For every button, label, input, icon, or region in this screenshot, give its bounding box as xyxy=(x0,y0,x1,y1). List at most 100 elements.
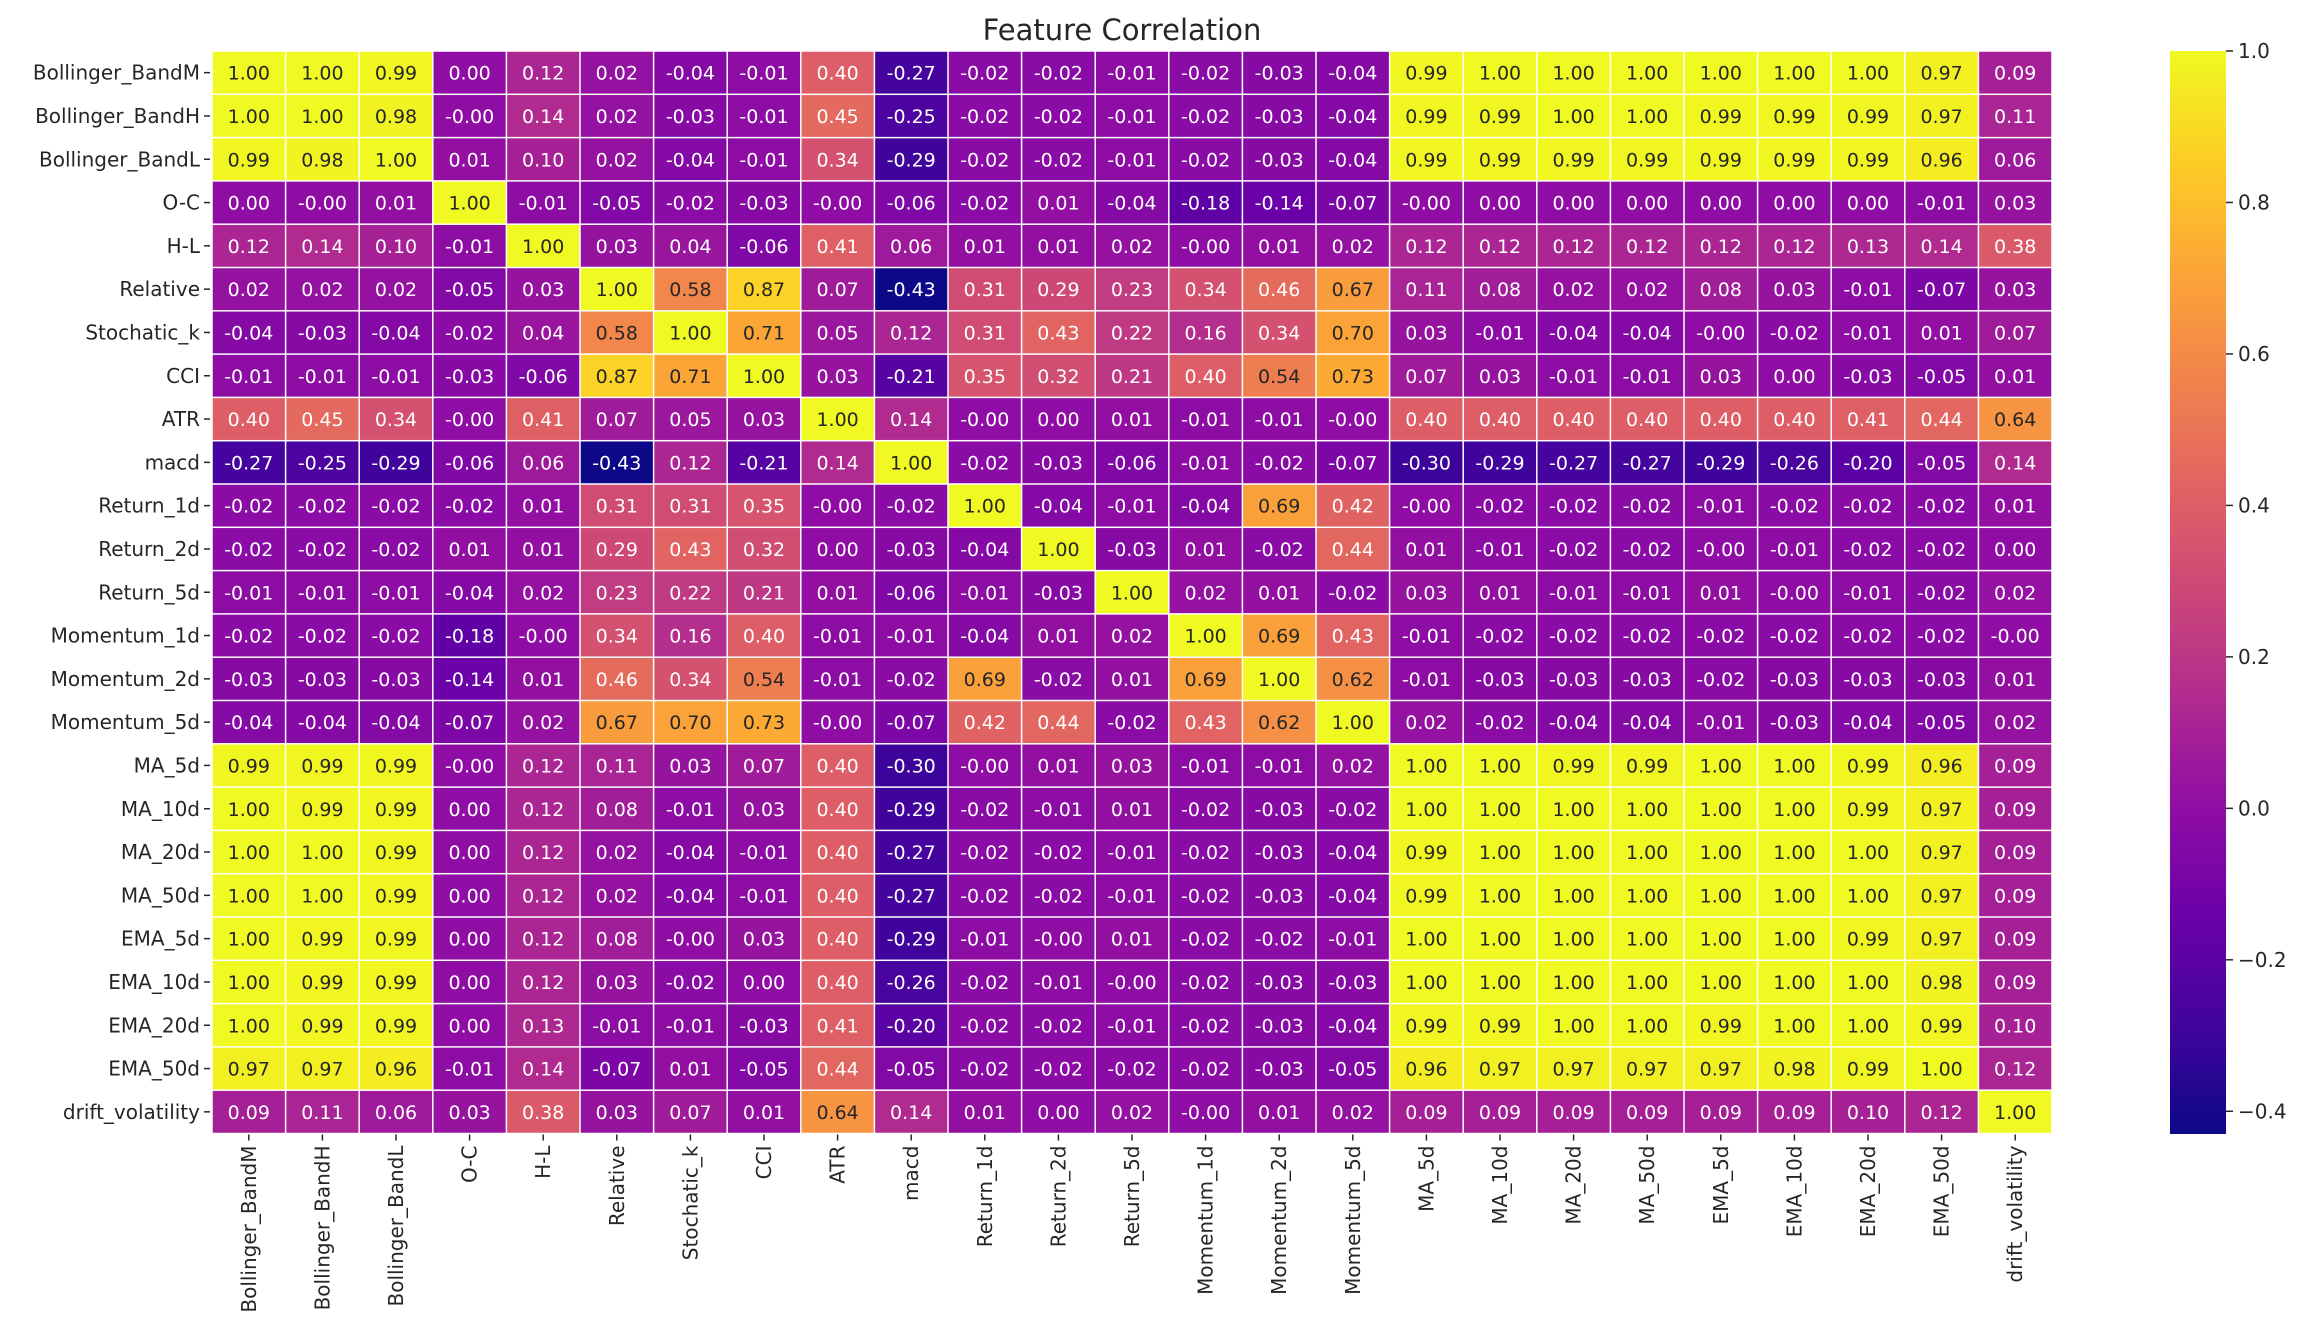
heatmap-cell xyxy=(1243,874,1316,917)
heatmap-cell xyxy=(1243,917,1316,960)
heatmap-cell xyxy=(801,138,874,181)
heatmap-cell xyxy=(1169,528,1242,570)
cell-value-label: -0.02 xyxy=(1181,106,1230,128)
heatmap-cell xyxy=(1537,268,1610,311)
heatmap-cell xyxy=(507,787,580,830)
cell-value-label: -0.02 xyxy=(1034,1059,1083,1081)
heatmap-cell xyxy=(1243,95,1316,137)
cell-value-label: 0.44 xyxy=(1332,539,1374,561)
cell-value-label: 0.01 xyxy=(964,236,1006,258)
cell-value-label: 0.03 xyxy=(1994,279,2036,301)
heatmap-cell xyxy=(654,51,727,94)
cell-value-label: 0.34 xyxy=(375,409,417,431)
heatmap-cell xyxy=(507,571,580,614)
cell-value-label: 1.00 xyxy=(1626,1015,1668,1037)
cell-value-label: -0.02 xyxy=(1549,496,1598,518)
heatmap-cell xyxy=(286,657,359,700)
heatmap-cell xyxy=(1463,138,1537,181)
cell-value-label: 0.02 xyxy=(596,842,638,864)
heatmap-cell xyxy=(433,138,506,181)
heatmap-cell xyxy=(1611,224,1684,267)
heatmap-cell xyxy=(507,441,580,484)
cell-value-label: 0.12 xyxy=(522,799,564,821)
heatmap-cell xyxy=(1758,311,1831,354)
cell-value-label: -0.29 xyxy=(887,149,936,171)
cell-value-label: -0.07 xyxy=(1328,193,1377,215)
heatmap-cell xyxy=(1537,311,1610,354)
heatmap-cell xyxy=(1022,657,1095,700)
cell-value-label: -0.30 xyxy=(1402,452,1451,474)
heatmap-cell xyxy=(1022,51,1095,94)
cell-value-label: 0.29 xyxy=(596,539,638,561)
heatmap-cell xyxy=(1169,571,1242,614)
x-tick-label: drift_volatility xyxy=(2003,1145,2027,1282)
cell-value-label: -0.27 xyxy=(887,63,936,85)
cell-value-label: 0.58 xyxy=(669,279,711,301)
heatmap-cell xyxy=(433,917,506,960)
heatmap-cell xyxy=(286,701,359,744)
heatmap-cell xyxy=(580,354,653,397)
heatmap-cell xyxy=(1390,224,1463,267)
cell-value-label: -0.04 xyxy=(1107,193,1156,215)
cell-value-label: 0.99 xyxy=(1700,1015,1742,1037)
cell-value-label: 0.08 xyxy=(1700,279,1742,301)
cell-value-label: 1.00 xyxy=(228,842,270,864)
cell-value-label: -0.02 xyxy=(1034,63,1083,85)
colorbar-tick-label: 0.0 xyxy=(2238,796,2270,820)
cell-value-label: 1.00 xyxy=(1773,842,1815,864)
heatmap-cell xyxy=(1611,268,1684,311)
heatmap-cell xyxy=(1022,311,1095,354)
cell-value-label: 0.10 xyxy=(1994,1015,2036,1037)
cell-value-label: 1.00 xyxy=(522,236,564,258)
x-tick-label: EMA_10d xyxy=(1782,1146,1806,1238)
heatmap-cell xyxy=(1243,484,1316,527)
cell-value-label: 0.43 xyxy=(1184,712,1226,734)
heatmap-cell xyxy=(1316,614,1389,657)
heatmap-cell xyxy=(1169,354,1242,397)
heatmap-cell xyxy=(212,961,285,1003)
cell-value-label: 0.03 xyxy=(743,799,785,821)
heatmap-cell xyxy=(1390,95,1463,137)
cell-value-label: 0.34 xyxy=(1258,322,1300,344)
heatmap-cell xyxy=(1611,354,1684,397)
heatmap-cell xyxy=(1831,354,1905,397)
cell-value-label: -0.03 xyxy=(666,106,715,128)
cell-value-label: -0.02 xyxy=(1623,496,1672,518)
cell-value-label: -0.02 xyxy=(1843,626,1892,648)
cell-value-label: 0.12 xyxy=(1773,236,1815,258)
heatmap-cell xyxy=(1169,224,1242,267)
heatmap-cell xyxy=(1758,571,1831,614)
heatmap-cell xyxy=(1684,181,1757,224)
heatmap-cell xyxy=(507,744,580,787)
cell-value-label: 0.08 xyxy=(596,929,638,951)
cell-value-label: 0.10 xyxy=(375,236,417,258)
cell-value-label: 1.00 xyxy=(1626,929,1668,951)
heatmap-cell xyxy=(948,484,1021,527)
cell-value-label: 0.09 xyxy=(228,1102,270,1124)
cell-value-label: -0.01 xyxy=(1843,279,1892,301)
cell-value-label: 0.12 xyxy=(1626,236,1668,258)
heatmap-cell xyxy=(1905,528,1978,570)
heatmap-cell xyxy=(1831,571,1905,614)
cell-value-label: 0.54 xyxy=(743,669,785,691)
heatmap-cell xyxy=(1979,224,2052,267)
cell-value-label: -0.01 xyxy=(224,582,273,604)
heatmap-cell xyxy=(654,744,727,787)
heatmap-cell xyxy=(1831,528,1905,570)
cell-value-label: -0.02 xyxy=(1917,539,1966,561)
heatmap-cell xyxy=(875,398,948,440)
cell-value-label: 0.02 xyxy=(1994,582,2036,604)
heatmap-cell xyxy=(1537,398,1610,440)
y-tick-label: Return_5d xyxy=(98,580,200,604)
colorbar-tick-label: −0.4 xyxy=(2238,1099,2287,1123)
heatmap-cell xyxy=(1831,95,1905,137)
cell-value-label: 0.34 xyxy=(596,626,638,648)
heatmap-cell xyxy=(654,1047,727,1090)
cell-value-label: 0.21 xyxy=(743,582,785,604)
cell-value-label: -0.02 xyxy=(1623,626,1672,648)
cell-value-label: 0.05 xyxy=(816,322,858,344)
heatmap-cell xyxy=(1022,95,1095,137)
cell-value-label: 1.00 xyxy=(596,279,638,301)
heatmap-cell xyxy=(1169,484,1242,527)
